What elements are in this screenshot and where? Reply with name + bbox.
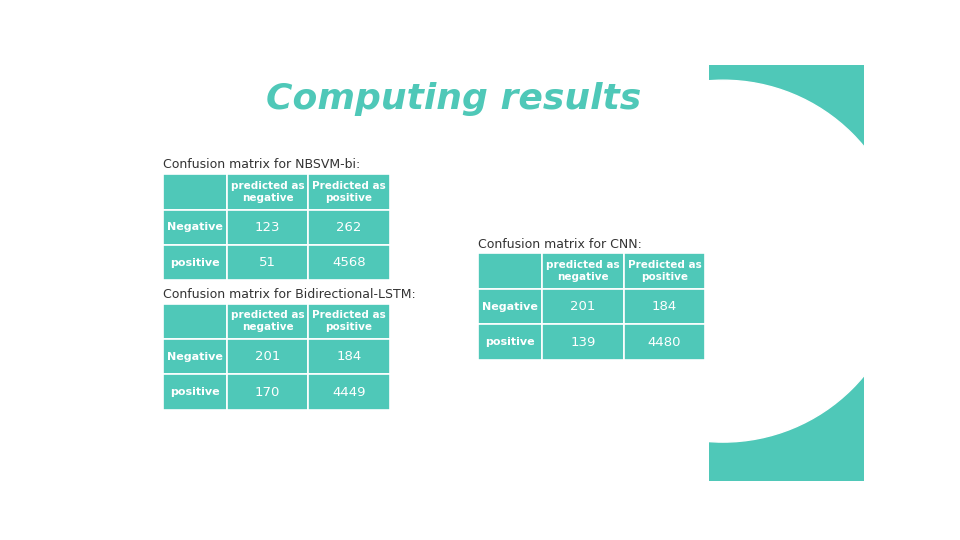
Bar xyxy=(308,374,390,410)
Circle shape xyxy=(540,80,905,442)
Text: 4568: 4568 xyxy=(332,256,366,269)
Text: 201: 201 xyxy=(255,350,280,363)
Text: Negative: Negative xyxy=(167,222,223,232)
Bar xyxy=(162,303,227,339)
Text: 170: 170 xyxy=(255,386,280,399)
Bar xyxy=(478,289,542,325)
Bar xyxy=(624,325,706,360)
Text: Negative: Negative xyxy=(167,352,223,362)
Text: Predicted as
positive: Predicted as positive xyxy=(312,310,386,333)
Bar xyxy=(162,245,227,280)
Bar xyxy=(227,339,308,374)
Bar xyxy=(227,245,308,280)
Text: positive: positive xyxy=(486,337,535,347)
Bar xyxy=(308,245,390,280)
Text: 51: 51 xyxy=(259,256,276,269)
Bar xyxy=(624,289,706,325)
Text: Predicted as
positive: Predicted as positive xyxy=(628,260,702,282)
Bar xyxy=(227,174,308,210)
Text: Confusion matrix for CNN:: Confusion matrix for CNN: xyxy=(478,238,642,251)
Bar xyxy=(624,253,706,289)
Text: Predicted as
positive: Predicted as positive xyxy=(312,181,386,203)
Text: predicted as
negative: predicted as negative xyxy=(546,260,620,282)
Text: 184: 184 xyxy=(336,350,362,363)
Text: 139: 139 xyxy=(570,335,596,348)
Text: Confusion matrix for NBSVM-bi:: Confusion matrix for NBSVM-bi: xyxy=(162,158,360,171)
Bar xyxy=(162,374,227,410)
FancyBboxPatch shape xyxy=(709,65,864,481)
Text: positive: positive xyxy=(170,387,220,397)
Bar xyxy=(308,174,390,210)
Bar xyxy=(542,253,624,289)
Bar xyxy=(162,174,227,210)
Text: predicted as
negative: predicted as negative xyxy=(230,310,304,333)
Bar xyxy=(542,289,624,325)
Text: 4480: 4480 xyxy=(648,335,682,348)
Bar xyxy=(227,374,308,410)
Text: 262: 262 xyxy=(336,221,362,234)
Bar xyxy=(162,339,227,374)
Bar xyxy=(227,210,308,245)
Bar xyxy=(542,325,624,360)
Text: 123: 123 xyxy=(255,221,280,234)
Text: 4449: 4449 xyxy=(332,386,366,399)
Text: positive: positive xyxy=(170,258,220,268)
Text: Negative: Negative xyxy=(482,301,539,312)
Text: Computing results: Computing results xyxy=(266,83,641,117)
Bar xyxy=(162,210,227,245)
Bar xyxy=(227,303,308,339)
Bar xyxy=(478,253,542,289)
Text: 184: 184 xyxy=(652,300,677,313)
Text: predicted as
negative: predicted as negative xyxy=(230,181,304,203)
Bar xyxy=(308,210,390,245)
Text: 201: 201 xyxy=(570,300,596,313)
Bar xyxy=(308,339,390,374)
Bar xyxy=(308,303,390,339)
Bar xyxy=(478,325,542,360)
Text: Confusion matrix for Bidirectional-LSTM:: Confusion matrix for Bidirectional-LSTM: xyxy=(162,288,416,301)
